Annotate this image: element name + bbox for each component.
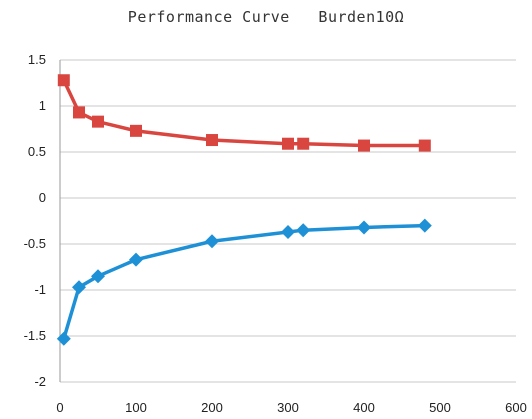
series-2-point (129, 252, 143, 267)
x-tick-label: 600 (505, 400, 527, 415)
series-1-point (130, 124, 142, 137)
series-2-line (62, 223, 425, 340)
series-2-point (91, 269, 105, 284)
series-layer (56, 74, 432, 346)
x-tick-label: 500 (429, 400, 451, 415)
series-2-point (56, 331, 71, 346)
series-1-point (297, 137, 310, 150)
series-1-point (73, 106, 85, 119)
y-tick-label: 1 (39, 98, 46, 113)
y-tick-labels: -2 -1.5 -1 -0.5 0 0.5 1 1.5 (24, 52, 46, 389)
x-tick-label: 100 (125, 400, 147, 415)
gridlines (60, 59, 516, 383)
series-1-point (282, 137, 294, 150)
series-1-point (358, 139, 370, 152)
series-2-point (205, 234, 219, 249)
series-2 (56, 218, 432, 346)
x-tick-label: 300 (277, 400, 299, 415)
series-1-point (57, 74, 70, 87)
x-tick-label: 0 (56, 400, 63, 415)
chart-title: Performance Curve Burden10Ω (127, 8, 405, 26)
x-tick-label: 400 (353, 400, 375, 415)
y-tick-label: 0 (39, 190, 46, 205)
series-1-line (62, 79, 425, 148)
series-2-point (417, 218, 432, 233)
series-2-point (281, 225, 295, 240)
x-tick-label: 200 (201, 400, 223, 415)
series-1 (57, 74, 431, 152)
y-tick-label: -0.5 (24, 236, 46, 251)
series-1-point (418, 139, 431, 152)
series-2-point (72, 280, 86, 295)
y-tick-label: 0.5 (28, 144, 46, 159)
y-tick-label: -1.5 (24, 328, 46, 343)
x-tick-labels: 0 100 200 300 400 500 600 (56, 400, 526, 415)
series-1-point (92, 115, 104, 128)
y-tick-label: -2 (34, 374, 46, 389)
series-1-point (206, 134, 218, 147)
y-tick-label: 1.5 (28, 52, 46, 67)
y-tick-label: -1 (34, 282, 46, 297)
series-2-point (296, 223, 311, 238)
series-2-point (357, 220, 371, 235)
